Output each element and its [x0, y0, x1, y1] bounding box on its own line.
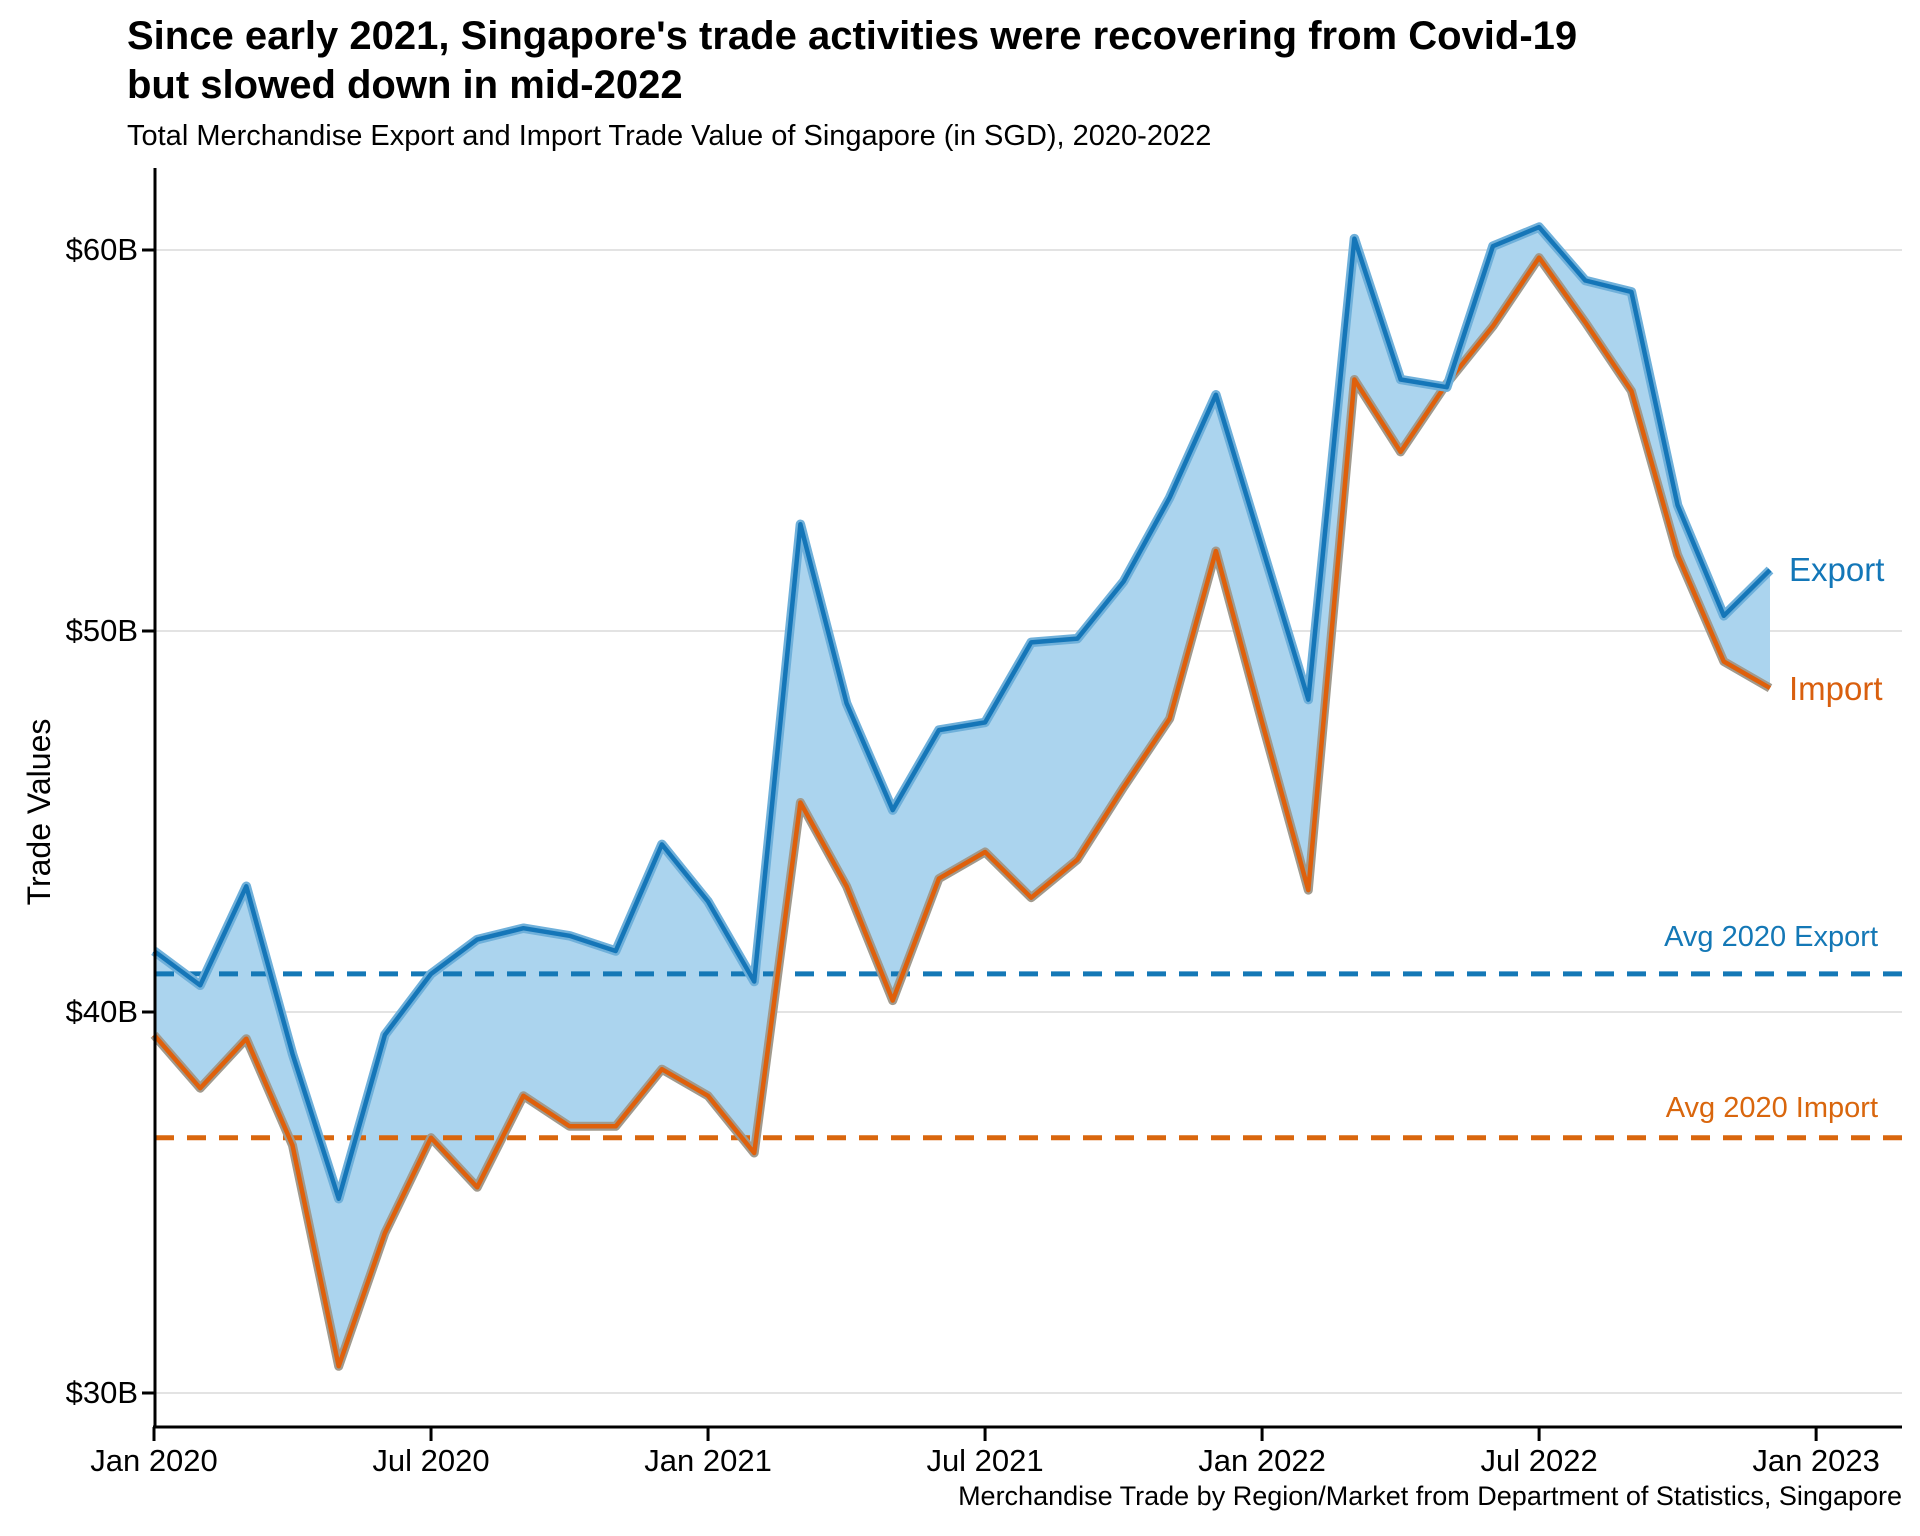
x-tick-label-jul-2021: Jul 2021 — [926, 1443, 1044, 1478]
y-tick-label-50: $50B — [65, 613, 138, 648]
export-line — [152, 224, 1772, 1201]
export-series-label: Export — [1789, 551, 1885, 588]
import-line — [152, 255, 1772, 1369]
x-tick-label-jan-2023: Jan 2023 — [1752, 1443, 1880, 1478]
avg-2020-export-annotation: Avg 2020 Export — [1664, 921, 1878, 953]
export-import-ribbon — [154, 227, 1770, 1367]
x-tick-label-jan-2022: Jan 2022 — [1198, 1443, 1326, 1478]
import-series-label: Import — [1789, 670, 1883, 707]
avg-2020-import-annotation: Avg 2020 Import — [1665, 1092, 1878, 1124]
y-tick-label-30: $30B — [65, 1375, 138, 1410]
source-caption: Merchandise Trade by Region/Market from … — [958, 1481, 1902, 1511]
x-tick-label-jan-2020: Jan 2020 — [90, 1443, 218, 1478]
page-title: Since early 2021, Singapore's trade acti… — [127, 14, 1578, 107]
x-tick-label-jul-2022: Jul 2022 — [1480, 1443, 1598, 1478]
page-subtitle: Total Merchandise Export and Import Trad… — [127, 120, 1212, 152]
y-axis-title: Trade Values — [21, 718, 57, 906]
y-tick-label-40: $40B — [65, 994, 138, 1029]
y-tick-label-60: $60B — [65, 232, 138, 267]
x-tick-label-jul-2020: Jul 2020 — [372, 1443, 490, 1478]
x-tick-label-jan-2021: Jan 2021 — [644, 1443, 772, 1478]
